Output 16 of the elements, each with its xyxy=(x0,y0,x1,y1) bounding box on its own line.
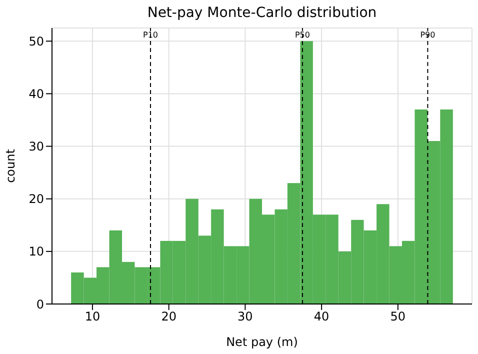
x-tick-label: 40 xyxy=(314,310,330,324)
y-tick-label: 20 xyxy=(28,192,44,206)
y-tick-label: 10 xyxy=(28,244,44,259)
ref-line-label: P50 xyxy=(294,30,310,40)
x-tick-label: 20 xyxy=(161,310,176,324)
x-tick-label: 50 xyxy=(390,310,406,324)
y-tick-label: 50 xyxy=(28,34,44,48)
ref-line-label: P90 xyxy=(420,30,436,40)
y-tick-label: 40 xyxy=(28,86,44,101)
y-axis-title: count xyxy=(3,148,18,183)
y-tick-label: 0 xyxy=(36,297,44,312)
chart-title: Net-pay Monte-Carlo distribution xyxy=(146,5,378,21)
x-axis-title: Net pay (m) xyxy=(226,335,298,349)
y-tick-label: 30 xyxy=(28,140,44,154)
x-tick-label: 30 xyxy=(238,310,253,324)
x-tick-label: 10 xyxy=(84,310,100,324)
